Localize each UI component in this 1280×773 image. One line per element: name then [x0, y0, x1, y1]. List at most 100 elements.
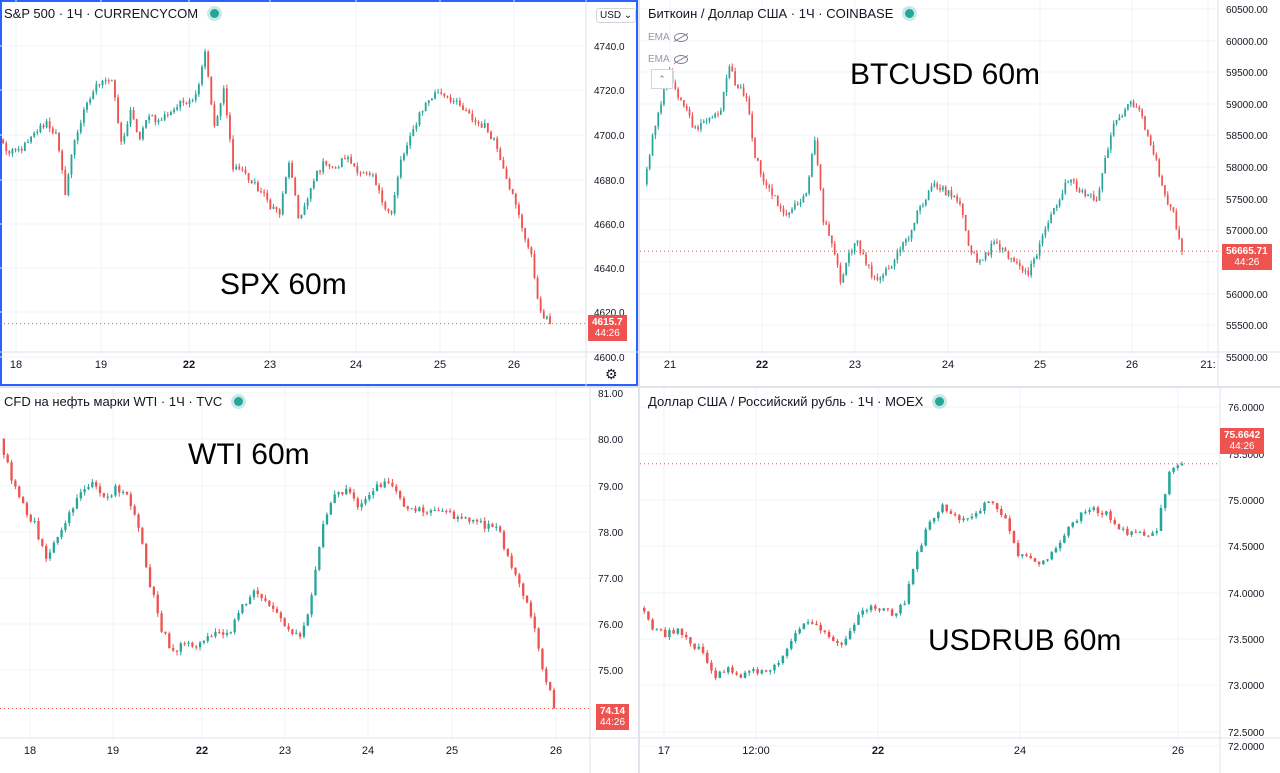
candle-body — [964, 215, 967, 231]
candle-body — [368, 173, 371, 175]
wti-chart-pane[interactable]: 81.00 80.00 79.00 78.00 77.00 76.00 75.00 18 19 2… — [0, 388, 638, 773]
x-tick-label: 24 — [350, 359, 362, 371]
candle-body — [275, 608, 279, 613]
candle-body — [905, 239, 907, 243]
wti-last-price-tag: 74.14 44:26 — [596, 704, 630, 730]
candle-body — [1016, 261, 1018, 263]
candle-body — [472, 519, 475, 522]
candle-body — [956, 195, 958, 202]
candle-body — [424, 102, 427, 112]
candle-body — [1053, 207, 1055, 215]
btc-title: Биткоин / Доллар США · 1Ч · COINBASE — [648, 6, 915, 21]
candle-body — [959, 201, 961, 205]
candle-body — [201, 66, 203, 85]
candle-body — [735, 672, 738, 675]
candle-body — [1163, 494, 1167, 509]
candle-body — [379, 484, 383, 488]
candle-body — [1109, 135, 1112, 150]
candle-body — [137, 514, 140, 528]
ema-indicator-2[interactable]: EMA — [648, 54, 688, 65]
candle-body — [725, 77, 728, 93]
candle-body — [973, 252, 976, 254]
candle-body — [204, 51, 207, 67]
candle-body — [984, 252, 987, 260]
spx-chart-pane[interactable]: 4740.0 4720.0 4700.0 4680.0 4660.0 4640.0 4620… — [0, 0, 638, 386]
candle-body — [1155, 154, 1158, 160]
candle-body — [479, 520, 483, 522]
candle-body — [248, 597, 252, 605]
candle-body — [191, 642, 194, 647]
candle-body — [876, 277, 879, 280]
candle-body — [241, 168, 244, 170]
candle-body — [340, 158, 343, 168]
y-tick-label: 81.00 — [598, 389, 623, 400]
btc-chart-pane[interactable]: 60500.00 60000.00 59500.00 59000.00 58500.00… — [640, 0, 1280, 386]
usdrub-chart-pane[interactable]: 76.0000 75.5000 75.0000 74.5000 74.0000 73.50… — [640, 388, 1280, 773]
settings-gear-icon[interactable]: ⚙ — [605, 366, 618, 382]
candle-body — [1117, 524, 1121, 530]
candle-body — [213, 104, 216, 126]
candle-body — [362, 172, 365, 174]
candle-body — [976, 253, 978, 263]
candle-body — [660, 104, 662, 113]
candle-body — [71, 508, 75, 513]
candle-body — [86, 102, 88, 110]
pane-divider-horizontal[interactable] — [0, 386, 1280, 388]
candle-body — [1038, 243, 1041, 256]
hidden-eye-icon[interactable] — [673, 33, 688, 42]
ema-indicator-1[interactable]: EMA — [648, 32, 688, 43]
candle-body — [899, 604, 902, 614]
candle-body — [284, 177, 287, 194]
collapse-legend-button[interactable]: ⌃ — [651, 69, 673, 89]
candle-body — [991, 501, 995, 504]
spx-last-price-tag: 4615.7 44:26 — [588, 315, 627, 341]
candle-body — [306, 199, 309, 206]
y-tick-label: 4720.0 — [594, 86, 625, 97]
candle-body — [945, 504, 948, 512]
candle-body — [185, 102, 188, 104]
market-open-icon — [210, 9, 220, 18]
candle-body — [657, 112, 660, 127]
candle-body — [1180, 463, 1184, 466]
candle-body — [668, 630, 671, 637]
candle-body — [764, 670, 768, 672]
candle-body — [399, 159, 402, 178]
candle-body — [20, 148, 23, 151]
candle-body — [788, 212, 791, 215]
market-open-icon — [935, 397, 945, 406]
candle-body — [210, 636, 213, 638]
candle-body — [1155, 530, 1159, 533]
candle-body — [642, 608, 646, 612]
candle-body — [328, 164, 331, 167]
candle-body — [275, 206, 278, 210]
candle-body — [235, 166, 238, 170]
candle-body — [731, 667, 734, 673]
candle-body — [710, 662, 713, 671]
candle-body — [645, 168, 648, 185]
candle-body — [396, 177, 399, 195]
y-tick-label: 80.00 — [598, 435, 623, 446]
candle-body — [659, 629, 663, 631]
candle-body — [398, 491, 402, 499]
candle-body — [966, 518, 969, 520]
candle-body — [107, 80, 110, 82]
candle-body — [368, 494, 371, 500]
candle-body — [936, 183, 939, 188]
candle-body — [548, 682, 552, 690]
candle-body — [120, 122, 123, 142]
candle-body — [502, 531, 506, 549]
candle-body — [987, 252, 990, 255]
candle-body — [1021, 266, 1024, 272]
hidden-eye-icon[interactable] — [673, 55, 688, 64]
candle-body — [517, 204, 520, 215]
candle-body — [700, 122, 702, 130]
candle-body — [693, 643, 696, 649]
y-tick-label: 74.5000 — [1228, 542, 1265, 553]
currency-button[interactable]: USD ⌄ — [596, 8, 637, 23]
candle-body — [859, 240, 862, 253]
candle-body — [14, 480, 17, 487]
candle-body — [188, 100, 191, 104]
candle-body — [752, 669, 755, 672]
x-tick-label: 24 — [942, 359, 954, 371]
candle-body — [434, 92, 436, 99]
